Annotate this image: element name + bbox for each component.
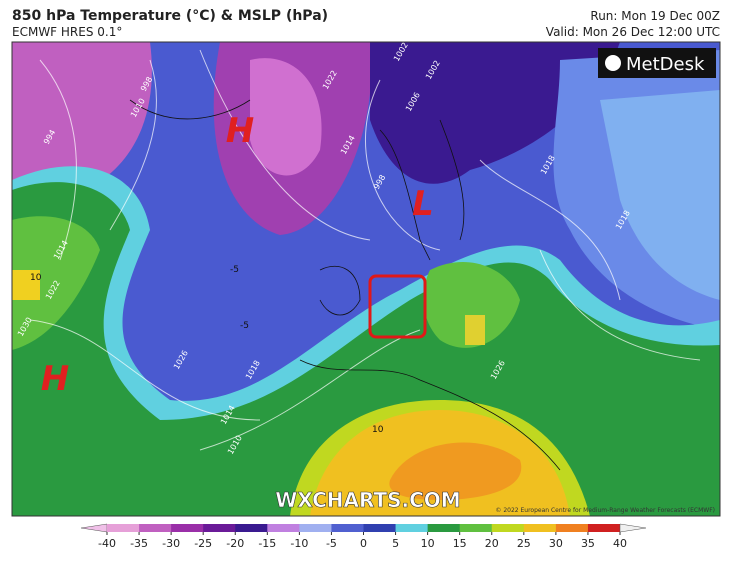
colorbar-tick-label: -10: [290, 537, 308, 550]
colorbar-segment: [299, 524, 332, 532]
colorbar-end: [80, 523, 108, 533]
logo: MetDesk: [626, 54, 705, 75]
temperature-label: 10: [30, 273, 42, 283]
colorbar-segment: [427, 524, 461, 532]
colorbar-segment: [363, 524, 397, 532]
temperature-label: 10: [372, 425, 384, 435]
colorbar-tick-label: 0: [360, 537, 367, 550]
pressure-center: H: [226, 111, 254, 151]
colorbar-tick-label: 15: [453, 537, 467, 550]
colorbar-segment: [203, 524, 236, 532]
colorbar-segment: [331, 524, 364, 532]
logo-icon: [605, 55, 621, 71]
highlight-box: [368, 274, 427, 339]
colorbar-segment: [267, 524, 300, 532]
colorbar-tick-label: 5: [392, 537, 399, 550]
valid-time: Valid: Mon 26 Dec 12:00 UTC: [546, 25, 720, 39]
run-time: Run: Mon 19 Dec 00Z: [590, 9, 720, 23]
map-frame: [11, 41, 721, 517]
colorbar-tick-label: -15: [258, 537, 276, 550]
temperature-label: -5: [240, 321, 249, 331]
colorbar-segment: [235, 524, 268, 532]
colorbar-tick-label: -25: [194, 537, 212, 550]
colorbar-segment: [491, 524, 525, 532]
colorbar-tick-label: 10: [421, 537, 435, 550]
colorbar-tick-label: -40: [98, 537, 116, 550]
colorbar-tick-label: -30: [162, 537, 180, 550]
colorbar-tick-label: 25: [517, 537, 531, 550]
colorbar-end: [619, 523, 647, 533]
colorbar-tick-label: 30: [549, 537, 563, 550]
colorbar-segment: [395, 524, 429, 532]
colorbar-tick-label: 40: [613, 537, 627, 550]
colorbar: -40 -35 -30 -25 -20 -15 -10 -5 0 5 10 15 20 25 30 35 40: [80, 523, 647, 550]
colorbar-tick-label: 35: [581, 537, 595, 550]
colorbar-segment: [171, 524, 204, 532]
pressure-center: L: [412, 184, 434, 224]
pressure-center: H: [41, 359, 69, 399]
colorbar-segment: [139, 524, 172, 532]
colorbar-segment: [107, 524, 140, 532]
colorbar-segment: [459, 524, 493, 532]
copyright: © 2022 European Centre for Medium-Range …: [495, 507, 715, 514]
watermark: WXCHARTS.COM: [275, 488, 460, 512]
colorbar-tick-label: -5: [326, 537, 337, 550]
colorbar-tick-label: -20: [226, 537, 244, 550]
colorbar-tick-label: -35: [130, 537, 148, 550]
temperature-label: -5: [230, 265, 239, 275]
title: 850 hPa Temperature (°C) & MSLP (hPa): [12, 8, 328, 24]
colorbar-segment: [555, 524, 589, 532]
colorbar-tick-label: 20: [485, 537, 499, 550]
colorbar-segment: [587, 524, 621, 532]
colorbar-segment: [523, 524, 557, 532]
subtitle: ECMWF HRES 0.1°: [12, 25, 122, 39]
